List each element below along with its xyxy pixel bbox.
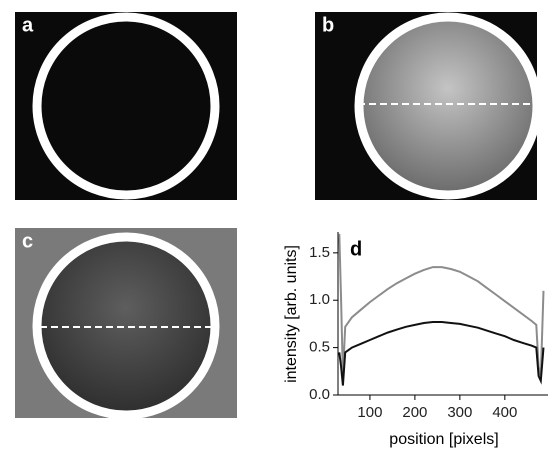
- ring: [354, 12, 542, 200]
- panel-b: b: [315, 12, 542, 200]
- y-tick-label: 1.0: [309, 291, 330, 308]
- panel-label: c: [22, 230, 33, 252]
- x-tick-label: 100: [357, 404, 382, 421]
- x-tick-label: 300: [447, 404, 472, 421]
- line-series: [338, 321, 545, 386]
- panel-label: a: [22, 14, 34, 36]
- panel-label: d: [350, 238, 362, 260]
- y-tick-label: 1.5: [309, 244, 330, 261]
- y-tick-label: 0.5: [309, 339, 330, 356]
- y-axis-label: intensity [arb. units]: [283, 245, 300, 383]
- x-axis-label: position [pixels]: [389, 431, 498, 448]
- line-series: [338, 233, 545, 377]
- ring: [32, 12, 220, 200]
- panel-a: a: [15, 12, 237, 200]
- x-tick-label: 200: [402, 404, 427, 421]
- panel-c: c: [15, 228, 237, 420]
- y-tick-label: 0.0: [309, 386, 330, 403]
- x-tick-label: 400: [492, 404, 517, 421]
- panel-label: b: [322, 14, 334, 36]
- ring: [32, 232, 220, 420]
- chart: d position [pixels] intensity [arb. unit…: [283, 232, 548, 448]
